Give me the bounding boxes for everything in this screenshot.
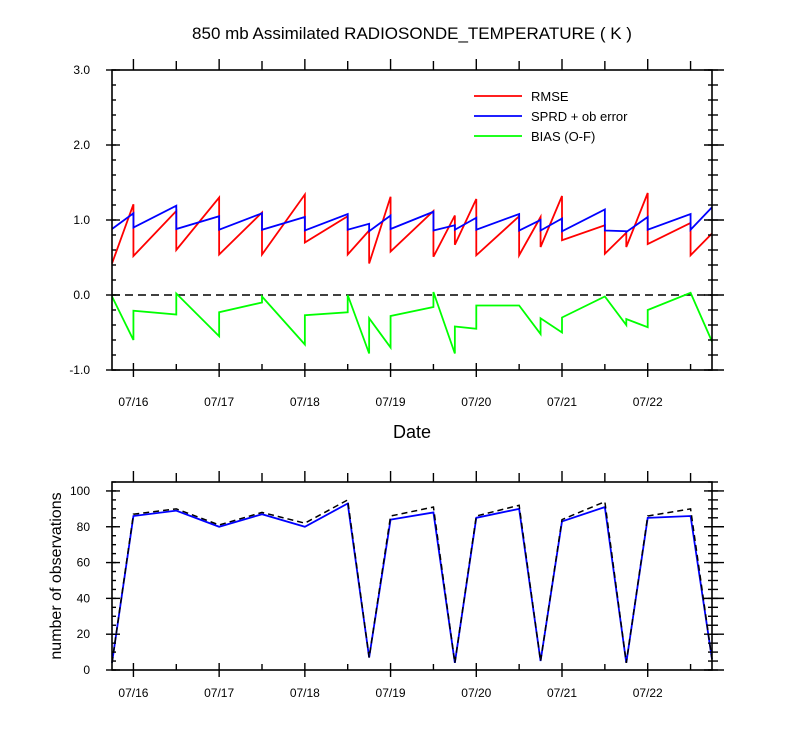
chart-title: 850 mb Assimilated RADIOSONDE_TEMPERATUR…: [192, 24, 632, 43]
x-tick-label: 07/17: [204, 686, 234, 700]
y-tick-label: 0.0: [73, 288, 90, 302]
series-line-possible: [111, 498, 713, 663]
series-line-assimilated: [111, 502, 713, 663]
legend-label-sprd-ob-error: SPRD + ob error: [531, 109, 628, 124]
x-tick-label: 07/16: [118, 395, 148, 409]
series-line-sprd-ob-error: [111, 204, 713, 234]
x-tick-label: 07/22: [633, 395, 663, 409]
x-tick-label: 07/17: [204, 395, 234, 409]
legend-label-bias-o-f: BIAS (O-F): [531, 129, 595, 144]
chart-temperature: 850 mb Assimilated RADIOSONDE_TEMPERATUR…: [69, 24, 724, 442]
x-tick-label: 07/21: [547, 686, 577, 700]
x-tick-label: 07/19: [376, 686, 406, 700]
x-tick-label: 07/22: [633, 686, 663, 700]
series-line-bias-o-f: [111, 291, 713, 354]
legend-label-rmse: RMSE: [531, 89, 569, 104]
x-tick-label: 07/20: [461, 686, 491, 700]
series-line-rmse: [111, 191, 713, 264]
y-tick-label: 60: [77, 556, 91, 570]
axis-ticks: 07/16 07/17 07/18 07/19 07/20 07/21 07/22 0 20 40…: [70, 471, 724, 700]
x-tick-label: 07/20: [461, 395, 491, 409]
x-tick-label: 07/18: [290, 395, 320, 409]
plot-frame: [111, 69, 713, 371]
plot-frame: [111, 481, 713, 671]
series-group: [111, 498, 713, 663]
y-tick-label: 20: [77, 627, 91, 641]
x-axis-label: Date: [393, 422, 431, 442]
y-tick-label: 100: [70, 484, 90, 498]
legend: RMSE SPRD + ob error BIAS (O-F): [474, 89, 628, 144]
series-group: [111, 191, 713, 354]
y-tick-label: -1.0: [69, 363, 90, 377]
y-tick-label: 3.0: [73, 63, 90, 77]
y-axis-label: number of observations: [48, 492, 65, 659]
y-tick-label: 40: [77, 591, 91, 605]
x-tick-label: 07/21: [547, 395, 577, 409]
x-tick-label: 07/16: [118, 686, 148, 700]
y-tick-label: 1.0: [73, 213, 90, 227]
x-tick-label: 07/19: [376, 395, 406, 409]
chart-observations: 07/16 07/17 07/18 07/19 07/20 07/21 07/22 0 20 40…: [48, 471, 724, 700]
y-tick-label: 2.0: [73, 138, 90, 152]
x-tick-label: 07/18: [290, 686, 320, 700]
y-tick-label: 80: [77, 520, 91, 534]
y-tick-label: 0: [83, 663, 90, 677]
